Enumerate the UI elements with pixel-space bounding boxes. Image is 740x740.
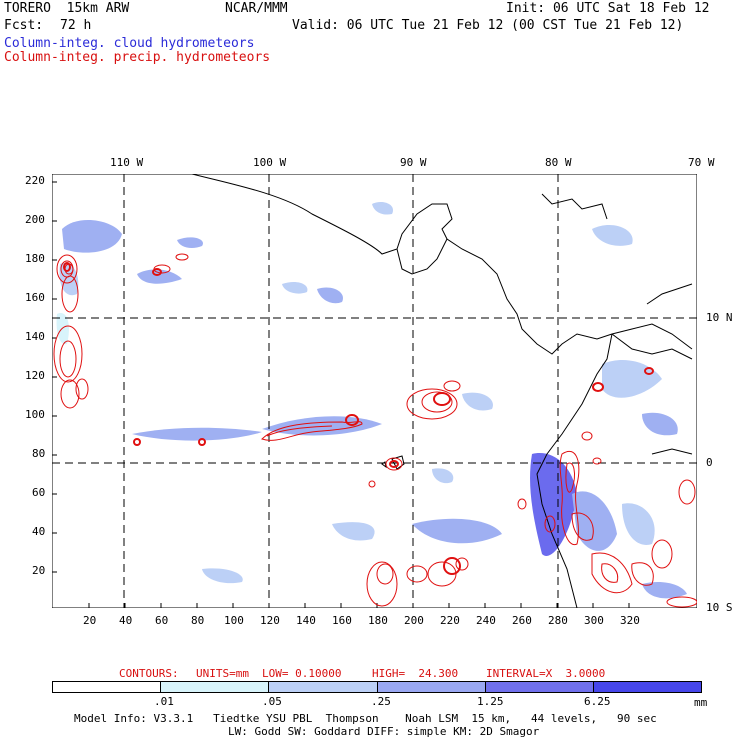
model-title: TORERO 15km ARW (4, 1, 130, 16)
map-panel (52, 174, 697, 608)
color-legend-bar (52, 681, 702, 693)
lon-label-100w: 100 W (253, 156, 287, 169)
x-tick-label: 40 (119, 614, 133, 627)
legend-swatch (485, 682, 594, 692)
lon-label-110w: 110 W (110, 156, 144, 169)
legend-level: 1.25 (477, 695, 504, 708)
contours-interval: INTERVAL=X 3.0000 (486, 667, 606, 680)
legend-swatch (593, 682, 702, 692)
y-tick-label: 200 (25, 213, 45, 226)
lon-label-80w: 80 W (545, 156, 572, 169)
y-tick-label: 120 (25, 369, 45, 382)
x-tick-label: 100 (224, 614, 244, 627)
x-tick-label: 220 (440, 614, 460, 627)
contours-label: CONTOURS: (119, 667, 179, 680)
lat-label-10n: 10 N (706, 311, 733, 324)
x-tick-label: 300 (584, 614, 604, 627)
y-tick-label: 80 (32, 447, 46, 460)
field-cloud-label: Column-integ. cloud hydrometeors (4, 36, 255, 51)
x-tick-label: 260 (512, 614, 532, 627)
y-tick-label: 40 (32, 525, 46, 538)
x-tick-label: 60 (155, 614, 169, 627)
x-tick-label: 80 (191, 614, 205, 627)
x-tick-label: 200 (404, 614, 424, 627)
x-tick-label: 280 (548, 614, 568, 627)
x-tick-label: 320 (620, 614, 640, 627)
contours-units: UNITS=mm (196, 667, 249, 680)
model-info-line2: LW: Godd SW: Goddard DIFF: simple KM: 2D… (228, 725, 540, 738)
y-tick-label: 60 (32, 486, 46, 499)
init-time: Init: 06 UTC Sat 18 Feb 12 (506, 1, 710, 16)
y-tick-label: 220 (25, 174, 45, 187)
contours-low: LOW= 0.10000 (262, 667, 342, 680)
y-tick-label: 100 (25, 408, 45, 421)
y-tick-label: 180 (25, 252, 45, 265)
cloud-hydrometeor-shading (56, 202, 687, 599)
y-tick-label: 20 (32, 564, 46, 577)
x-tick-label: 180 (368, 614, 388, 627)
model-info-line1: Model Info: V3.3.1 Tiedtke YSU PBL Thomp… (74, 712, 657, 725)
field-precip-label: Column-integ. precip. hydrometeors (4, 50, 271, 65)
valid-time: Valid: 06 UTC Tue 21 Feb 12 (00 CST Tue … (292, 18, 684, 33)
legend-swatch (161, 682, 270, 692)
graticule (52, 174, 697, 608)
legend-level: .25 (371, 695, 391, 708)
legend-level: 6.25 (584, 695, 611, 708)
legend-swatch (377, 682, 486, 692)
center-label: NCAR/MMM (225, 1, 288, 16)
contours-high: HIGH= 24.300 (372, 667, 459, 680)
legend-swatch (53, 682, 162, 692)
lon-label-70w: 70 W (688, 156, 715, 169)
x-tick-label: 120 (260, 614, 280, 627)
lat-label-10s: 10 S (706, 601, 733, 614)
lat-label-0: 0 (706, 456, 713, 469)
x-tick-label: 20 (83, 614, 97, 627)
precip-hydrometeor-contours (53, 253, 697, 608)
legend-units: mm (694, 696, 708, 709)
lon-label-90w: 90 W (400, 156, 427, 169)
forecast-label: Fcst: (4, 18, 44, 33)
forecast-hour: 72 h (60, 18, 92, 33)
x-tick-label: 140 (296, 614, 316, 627)
y-tick-label: 160 (25, 291, 45, 304)
legend-swatch (269, 682, 378, 692)
x-tick-label: 240 (476, 614, 496, 627)
legend-level: .05 (262, 695, 282, 708)
x-tick-label: 160 (332, 614, 352, 627)
legend-level: .01 (154, 695, 174, 708)
y-tick-label: 140 (25, 330, 45, 343)
